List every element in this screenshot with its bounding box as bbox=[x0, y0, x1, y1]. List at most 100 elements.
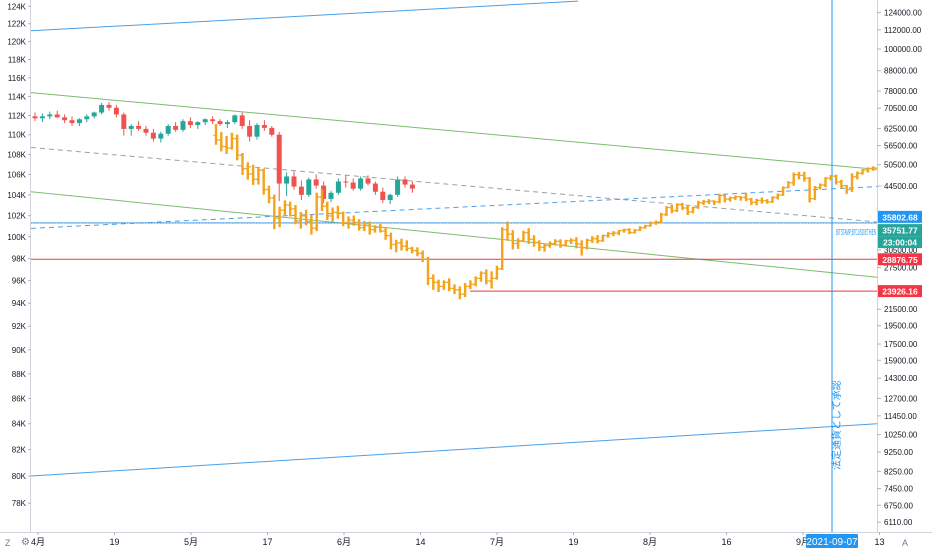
time-axis[interactable]: 4月 19 5月 17 6月 14 7月 19 8月 16 9月 13 2021-09-07 bbox=[0, 532, 932, 550]
candle-body-9 bbox=[99, 104, 105, 113]
left-tick-label-20: 84K bbox=[12, 420, 27, 429]
left-tick-label-6: 112K bbox=[8, 111, 27, 120]
candle-body-41 bbox=[335, 181, 341, 193]
candle-body-32 bbox=[269, 127, 275, 135]
candle-body-42 bbox=[343, 181, 349, 183]
axis-settings-icon[interactable]: ⚙ bbox=[21, 537, 30, 548]
candle-body-33 bbox=[276, 134, 282, 184]
right-tick-label-18: 11450.00 bbox=[884, 412, 917, 421]
candle-body-10 bbox=[106, 104, 112, 108]
green-trend-lower-line[interactable] bbox=[30, 191, 878, 278]
candle-body-20 bbox=[180, 121, 186, 130]
candle-body-25 bbox=[217, 121, 223, 125]
candle-body-13 bbox=[128, 125, 134, 129]
left-tick-label-16: 92K bbox=[12, 322, 27, 331]
candle-body-5 bbox=[69, 120, 75, 124]
right-tick-label-0: 124000.00 bbox=[884, 9, 922, 18]
candle-body-19 bbox=[173, 125, 179, 130]
left-tick-label-9: 106K bbox=[7, 170, 26, 179]
candle-body-1 bbox=[39, 116, 45, 119]
candle-body-38 bbox=[313, 179, 319, 186]
timezone-button[interactable]: Z ⚙ bbox=[5, 537, 30, 548]
timezone-button-label[interactable]: Z bbox=[5, 538, 11, 548]
left-tick-label-7: 110K bbox=[8, 131, 27, 140]
current-price-marker: BITSTAMP:BTCUSD/ETH/EN bbox=[836, 228, 876, 237]
left-axis-bg bbox=[0, 0, 30, 532]
left-tick-label-23: 78K bbox=[12, 499, 27, 508]
candle-body-43 bbox=[350, 182, 356, 189]
time-axis-bg bbox=[0, 532, 932, 550]
candle-body-23 bbox=[202, 119, 208, 123]
right-tick-label-7: 56500.00 bbox=[884, 142, 918, 151]
dashed-grey-falling-line[interactable] bbox=[30, 146, 878, 223]
x-tick-label-4: 6月 bbox=[337, 537, 351, 547]
price-label-text-1: 35751.77 bbox=[882, 226, 918, 236]
right-tick-label-8: 50500.00 bbox=[884, 161, 918, 170]
candle-body-15 bbox=[143, 128, 149, 133]
green-trend-upper-line[interactable] bbox=[30, 92, 878, 170]
candle-body-12 bbox=[121, 114, 127, 129]
right-price-axis[interactable]: 124000.00 112000.00 100000.00 88000.00 78000… bbox=[877, 0, 932, 532]
candle-body-50 bbox=[402, 179, 408, 185]
candle-body-48 bbox=[387, 194, 393, 200]
x-tick-label-5: 14 bbox=[415, 537, 425, 547]
left-tick-label-19: 86K bbox=[12, 395, 27, 404]
price-label-box-3 bbox=[878, 253, 922, 266]
date-label: 2021-09-07 bbox=[806, 534, 858, 548]
candle-body-44 bbox=[358, 178, 364, 189]
trend-lines-layer bbox=[30, 0, 878, 477]
auto-scale-button[interactable]: A bbox=[902, 538, 908, 548]
x-tick-label-7: 19 bbox=[568, 537, 578, 547]
left-tick-label-3: 118K bbox=[8, 55, 27, 64]
left-tick-label-17: 90K bbox=[12, 346, 27, 355]
candle-body-51 bbox=[409, 184, 415, 189]
x-tick-label-3: 17 bbox=[262, 537, 272, 547]
candle-body-17 bbox=[158, 133, 164, 139]
candle-body-8 bbox=[91, 112, 97, 117]
right-tick-label-1: 112000.00 bbox=[884, 26, 922, 35]
x-tick-label-6: 7月 bbox=[490, 537, 504, 547]
left-price-axis[interactable]: 124K 122K 120K 118K 116K 114K 112K 110K 108K 106K… bbox=[0, 0, 31, 532]
candle-body-6 bbox=[76, 119, 82, 124]
candle-body-36 bbox=[298, 186, 304, 195]
blue-channel-lower-line[interactable] bbox=[30, 423, 878, 477]
horizontal-levels-layer bbox=[31, 222, 877, 292]
right-tick-label-5: 70500.00 bbox=[884, 104, 918, 113]
left-tick-label-11: 102K bbox=[7, 212, 26, 221]
left-tick-label-10: 104K bbox=[7, 191, 26, 200]
left-tick-label-2: 120K bbox=[7, 37, 26, 46]
x-tick-label-1: 19 bbox=[109, 537, 119, 547]
left-tick-label-13: 98K bbox=[12, 255, 27, 264]
price-label-box-2 bbox=[878, 236, 922, 249]
candle-body-40 bbox=[328, 192, 334, 199]
candle-body-29 bbox=[247, 125, 253, 137]
left-tick-label-22: 80K bbox=[12, 472, 27, 481]
vertical-note: 法定通貨として承認 bbox=[830, 380, 843, 470]
right-tick-label-14: 17500.00 bbox=[884, 340, 918, 349]
candle-body-4 bbox=[62, 117, 68, 121]
candle-body-35 bbox=[291, 176, 297, 187]
left-tick-label-4: 116K bbox=[8, 74, 27, 83]
candle-body-27 bbox=[232, 115, 238, 123]
right-tick-label-11: 27500.00 bbox=[884, 264, 918, 273]
x-tick-label-9: 16 bbox=[721, 537, 731, 547]
dashed-blue-rising-line[interactable] bbox=[30, 186, 878, 229]
x-tick-label-2: 5月 bbox=[184, 537, 198, 547]
right-tick-label-19: 10250.00 bbox=[884, 431, 918, 440]
candle-body-39 bbox=[321, 185, 327, 199]
right-tick-label-2: 100000.00 bbox=[884, 45, 922, 54]
vertical-note-text: 法定通貨として承認 bbox=[830, 380, 843, 470]
candle-body-30 bbox=[254, 125, 260, 137]
x-tick-label-8: 8月 bbox=[643, 537, 657, 547]
price-label-text-3: 28876.75 bbox=[882, 255, 918, 265]
right-tick-label-17: 12700.00 bbox=[884, 394, 918, 403]
blue-channel-upper-line[interactable] bbox=[30, 0, 579, 32]
auto-scale-button-label[interactable]: A bbox=[902, 538, 908, 548]
btc-candles-layer bbox=[32, 102, 415, 205]
price-label-box-1 bbox=[878, 224, 922, 237]
right-tick-label-9: 44500.00 bbox=[884, 182, 918, 191]
candle-body-47 bbox=[380, 191, 386, 200]
candle-body-3 bbox=[54, 114, 60, 118]
